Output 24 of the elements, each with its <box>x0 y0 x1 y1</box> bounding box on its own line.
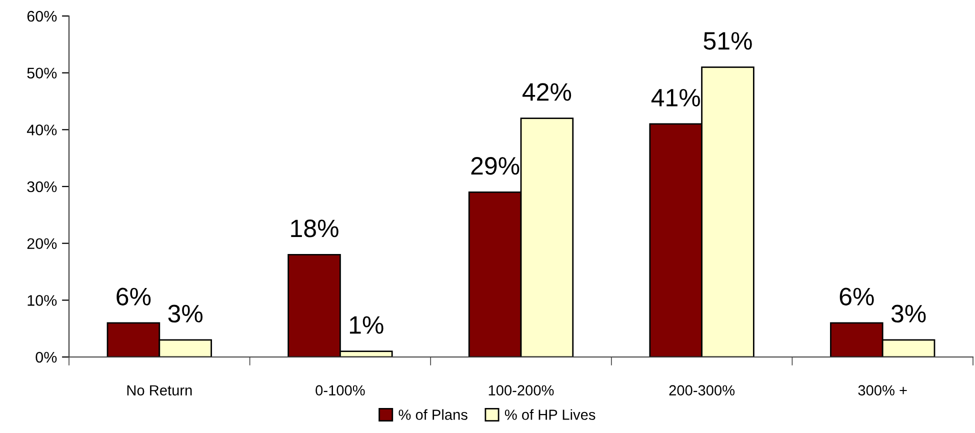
data-label: 51% <box>704 32 752 50</box>
y-tick-label: 50% <box>27 68 57 79</box>
x-tick-label: No Return <box>127 385 192 396</box>
data-label: 18% <box>291 220 338 238</box>
x-tick-label: 200-300% <box>669 385 735 396</box>
data-label: 29% <box>471 157 520 175</box>
x-tick-label: 100-200% <box>488 385 554 396</box>
data-label: 6% <box>116 288 151 306</box>
data-label: 41% <box>651 88 700 106</box>
legend-label: % of HP Lives <box>504 409 596 420</box>
y-tick-label: 0% <box>36 352 57 363</box>
y-tick-label: 10% <box>28 295 57 306</box>
data-label: 1% <box>350 316 384 334</box>
y-tick-label: 30% <box>27 181 57 192</box>
data-label: 42% <box>522 83 572 101</box>
y-tick-label: 40% <box>26 124 57 136</box>
x-tick-label: 300% + <box>858 385 907 396</box>
legend-label: % of Plans <box>398 409 468 420</box>
data-label: 3% <box>168 304 203 323</box>
data-label: 6% <box>840 288 874 306</box>
y-tick-label: 60% <box>27 10 57 22</box>
y-tick-label: 20% <box>27 238 57 250</box>
data-label: 3% <box>891 304 926 323</box>
x-tick-label: 0-100% <box>316 385 365 396</box>
